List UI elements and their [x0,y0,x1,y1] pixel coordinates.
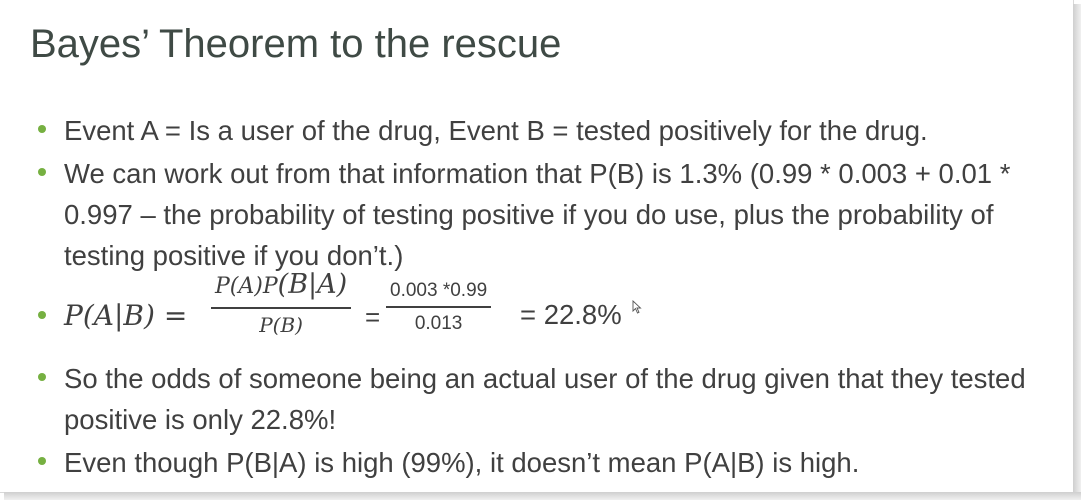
slide-shadow-right [1073,4,1081,500]
fraction-numerator: 0.003 *0.99 [390,280,488,301]
fraction-denominator: P(B) [259,312,303,337]
bullet-dot-icon [38,373,46,381]
fraction-bar [386,306,492,308]
formula-fraction-symbolic: P(A)P(B|A) P(B) [211,266,352,338]
formula-result: = 22.8% [520,299,622,330]
fraction-denominator: 0.013 [414,312,463,334]
fraction-bar [211,307,352,309]
bullet-item: Even though P(B|A) is high (99%), it doe… [38,442,1063,483]
bullet-text: Event A = Is a user of the drug, Event B… [64,115,928,146]
bullet-dot-icon [38,168,46,176]
slide-shadow-bottom [4,492,1081,500]
formula-lhs: P(A|B) = [64,299,188,332]
bullet-list: Event A = Is a user of the drug, Event B… [38,110,1063,483]
bullet-item: Event A = Is a user of the drug, Event B… [38,110,1063,151]
bullet-text: We can work out from that information th… [64,158,1011,271]
bullet-item: We can work out from that information th… [38,153,1063,276]
numerator-part: P(A)P [215,274,278,299]
bullet-text: So the odds of someone being an actual u… [64,363,1026,435]
formula-fraction-numeric: 0.003 *0.99 0.013 [386,277,492,337]
bullet-item: So the odds of someone being an actual u… [38,358,1063,440]
bullet-text: Even though P(B|A) is high (99%), it doe… [64,447,860,478]
slide: Bayes’ Theorem to the rescue Event A = I… [0,0,1074,493]
equals-sign: = [365,302,381,332]
bayes-formula: P(A|B) = P(A)P(B|A) P(B) = 0.003 *0.99 0… [38,269,1063,356]
slide-title: Bayes’ Theorem to the rescue [30,22,562,66]
numerator-part-large: (B|A) [277,269,348,300]
bullet-dot-icon [38,457,46,465]
fraction-numerator: P(A)P(B|A) [211,266,351,306]
bullet-dot-icon [38,311,46,319]
mouse-cursor-icon [632,300,642,314]
bullet-dot-icon [38,125,46,133]
